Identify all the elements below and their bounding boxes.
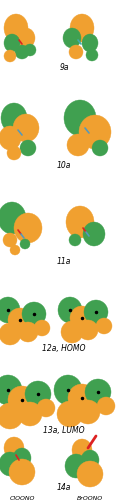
Ellipse shape <box>22 302 46 326</box>
Text: 12a, HOMO: 12a, HOMO <box>42 344 86 352</box>
Ellipse shape <box>64 100 96 136</box>
Ellipse shape <box>18 322 38 342</box>
Ellipse shape <box>0 202 26 234</box>
Ellipse shape <box>92 140 108 156</box>
Ellipse shape <box>77 461 103 487</box>
Ellipse shape <box>34 320 50 336</box>
Ellipse shape <box>83 222 105 246</box>
Ellipse shape <box>72 439 92 461</box>
Ellipse shape <box>70 14 94 42</box>
Ellipse shape <box>9 459 35 485</box>
Ellipse shape <box>78 320 98 340</box>
Text: 9a: 9a <box>59 64 69 72</box>
Ellipse shape <box>8 308 32 332</box>
Text: 14a: 14a <box>57 484 71 492</box>
Ellipse shape <box>76 400 100 424</box>
Ellipse shape <box>4 14 28 42</box>
Ellipse shape <box>70 306 94 330</box>
Ellipse shape <box>18 402 42 426</box>
Ellipse shape <box>24 44 36 56</box>
Ellipse shape <box>69 234 81 246</box>
Ellipse shape <box>84 300 108 324</box>
Ellipse shape <box>66 206 94 238</box>
Ellipse shape <box>61 321 83 343</box>
Ellipse shape <box>17 28 35 48</box>
Ellipse shape <box>3 233 17 247</box>
Ellipse shape <box>4 437 24 459</box>
Ellipse shape <box>7 146 21 160</box>
Ellipse shape <box>13 448 31 468</box>
Ellipse shape <box>69 45 83 59</box>
Ellipse shape <box>4 50 16 62</box>
Ellipse shape <box>0 297 20 323</box>
Text: BrOONO: BrOONO <box>77 496 103 500</box>
Ellipse shape <box>8 386 36 414</box>
Ellipse shape <box>96 318 112 334</box>
Ellipse shape <box>15 45 29 59</box>
Ellipse shape <box>20 239 30 249</box>
Ellipse shape <box>4 34 20 52</box>
Ellipse shape <box>0 452 21 476</box>
Ellipse shape <box>25 381 51 407</box>
Text: 11a: 11a <box>57 258 71 266</box>
Ellipse shape <box>57 401 83 427</box>
Ellipse shape <box>0 403 23 429</box>
Ellipse shape <box>79 115 111 149</box>
Ellipse shape <box>58 297 82 323</box>
Ellipse shape <box>82 34 98 52</box>
Ellipse shape <box>86 49 98 61</box>
Ellipse shape <box>65 454 87 478</box>
Ellipse shape <box>97 397 115 415</box>
Ellipse shape <box>13 114 39 142</box>
Ellipse shape <box>85 379 111 405</box>
Text: 10a: 10a <box>57 160 71 170</box>
Ellipse shape <box>68 384 96 412</box>
Ellipse shape <box>0 375 22 405</box>
Ellipse shape <box>63 28 81 48</box>
Ellipse shape <box>10 245 20 255</box>
Ellipse shape <box>54 375 82 405</box>
Ellipse shape <box>37 399 55 417</box>
Text: 13a, LUMO: 13a, LUMO <box>43 426 85 434</box>
Ellipse shape <box>67 134 89 156</box>
Ellipse shape <box>0 323 21 345</box>
Ellipse shape <box>81 450 99 470</box>
Ellipse shape <box>0 126 21 150</box>
Ellipse shape <box>14 213 42 243</box>
Text: ClOONO: ClOONO <box>9 496 35 500</box>
Ellipse shape <box>20 140 36 156</box>
Ellipse shape <box>1 103 27 133</box>
